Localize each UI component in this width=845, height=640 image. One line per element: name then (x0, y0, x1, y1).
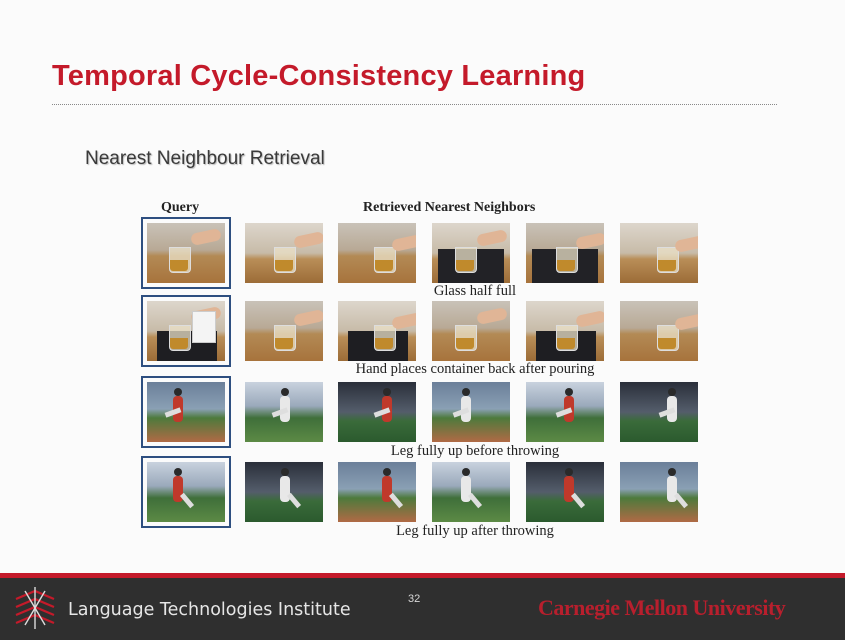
query-header: Query (161, 200, 200, 215)
neighbor-thumbnail (620, 223, 698, 283)
neighbor-thumbnail (338, 223, 416, 283)
page-number: 32 (408, 593, 421, 605)
neighbor-thumbnail (526, 223, 604, 283)
pitcher-head (565, 388, 573, 396)
neighbor-thumbnail (620, 301, 698, 361)
query-thumbnail (141, 376, 231, 448)
retrieved-header: Retrieved Nearest Neighbors (363, 200, 536, 215)
neighbor-thumbnail (620, 462, 698, 522)
lti-logo-icon (15, 587, 55, 629)
neighbor-thumbnail (432, 223, 510, 283)
neighbor-thumbnail (526, 462, 604, 522)
scene-background (432, 462, 510, 522)
neighbor-thumbnail (245, 301, 323, 361)
scene-background (147, 462, 225, 522)
institute-name: Language Technologies Institute (68, 600, 351, 620)
neighbor-thumbnail (245, 223, 323, 283)
liquid (170, 338, 188, 349)
pitcher-head (281, 388, 289, 396)
slide-title: Temporal Cycle-Consistency Learning (52, 60, 586, 92)
liquid (275, 338, 293, 349)
liquid (557, 260, 575, 271)
slide-subtitle: Nearest Neighbour Retrieval (85, 148, 325, 169)
pitcher-body (173, 476, 183, 502)
pitcher-head (668, 468, 676, 476)
pitcher-body (280, 476, 290, 502)
university-wordmark: Carnegie Mellon University (538, 595, 786, 620)
neighbor-thumbnail (526, 301, 604, 361)
row-caption: Leg fully up after throwing (396, 523, 554, 539)
liquid (375, 338, 393, 349)
pitcher-head (383, 388, 391, 396)
container (192, 311, 216, 343)
slide-footer (0, 573, 845, 640)
liquid (456, 338, 474, 349)
pitcher-head (462, 468, 470, 476)
neighbor-thumbnail (432, 301, 510, 361)
pitcher-head (174, 388, 182, 396)
pitcher-body (564, 476, 574, 502)
row-caption: Hand places container back after pouring (355, 361, 595, 377)
neighbor-thumbnail (338, 462, 416, 522)
liquid (658, 338, 676, 349)
row-caption: Glass half full (433, 283, 517, 299)
query-thumbnail (141, 217, 231, 289)
pitcher-head (462, 388, 470, 396)
pitcher-head (668, 388, 676, 396)
pitcher-body (461, 476, 471, 502)
liquid (658, 260, 676, 271)
neighbor-thumbnail (338, 382, 416, 442)
query-thumbnail (141, 295, 231, 367)
scene-background (147, 382, 225, 442)
liquid (375, 260, 393, 271)
neighbor-thumbnail (620, 382, 698, 442)
neighbor-thumbnail (432, 462, 510, 522)
liquid (275, 260, 293, 271)
retrieval-figure: Query Retrieved Nearest Neighbors Glass … (135, 195, 705, 545)
title-divider (52, 104, 777, 105)
liquid (557, 338, 575, 349)
liquid (456, 260, 474, 271)
neighbor-thumbnail (245, 382, 323, 442)
scene-background (338, 462, 416, 522)
neighbor-thumbnail (432, 382, 510, 442)
neighbor-thumbnail (526, 382, 604, 442)
neighbor-thumbnail (338, 301, 416, 361)
scene-background (432, 382, 510, 442)
scene-background (620, 462, 698, 522)
liquid (170, 260, 188, 271)
query-thumbnail (141, 456, 231, 528)
footer-accent-bar (0, 573, 845, 578)
pitcher-body (667, 476, 677, 502)
pitcher-head (174, 468, 182, 476)
neighbor-thumbnail (245, 462, 323, 522)
pitcher-head (281, 468, 289, 476)
row-caption: Leg fully up before throwing (390, 443, 560, 459)
pitcher-head (383, 468, 391, 476)
pitcher-body (382, 476, 392, 502)
pitcher-head (565, 468, 573, 476)
